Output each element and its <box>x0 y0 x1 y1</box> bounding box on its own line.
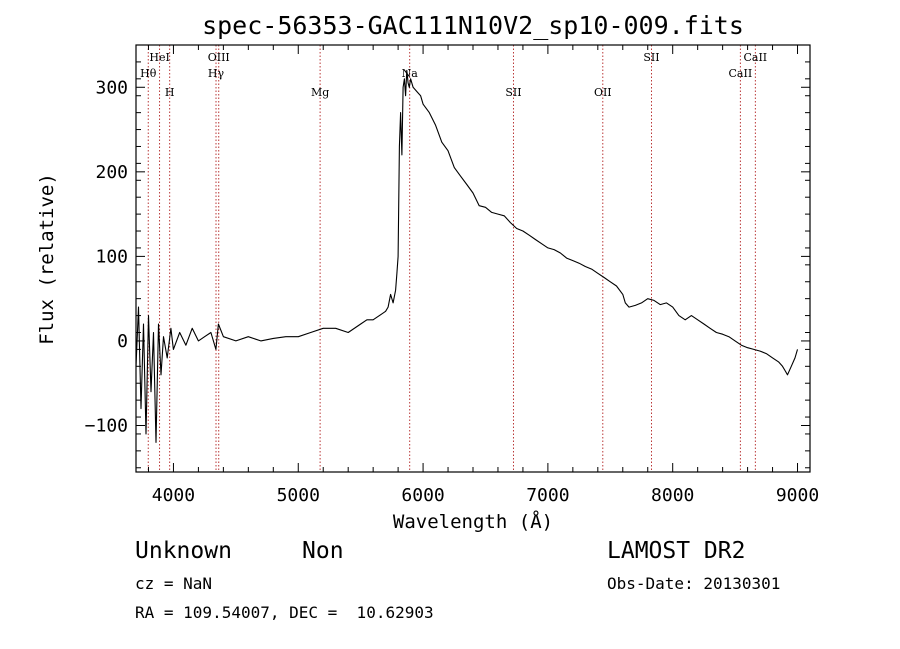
x-tick-label: 7000 <box>526 485 569 506</box>
spectral-line-label: SII <box>643 51 659 64</box>
spectral-line-label: Hθ <box>140 67 157 80</box>
spectral-line-label: CaII <box>743 51 767 64</box>
spectral-line-label: H <box>165 86 175 99</box>
y-tick-label: −100 <box>85 415 128 436</box>
x-tick-label: 5000 <box>277 485 320 506</box>
plot-frame <box>135 44 811 473</box>
y-tick-label: 0 <box>117 331 128 352</box>
x-axis-label: Wavelength (Å) <box>393 510 553 533</box>
object-class: Unknown <box>135 538 232 564</box>
spectral-line-label: Na <box>402 67 419 80</box>
y-tick-label: 300 <box>95 77 128 98</box>
spectral-line-label: OII <box>594 86 612 99</box>
spectral-line-label: SII <box>505 86 521 99</box>
x-tick-label: 4000 <box>152 485 195 506</box>
chart-title: spec-56353-GAC111N10V2_sp10-009.fits <box>202 11 744 40</box>
y-tick-label: 100 <box>95 246 128 267</box>
x-tick-label: 6000 <box>401 485 444 506</box>
ra-dec: RA = 109.54007, DEC = 10.62903 <box>135 603 434 622</box>
x-tick-label: 9000 <box>776 485 819 506</box>
x-axis-ticks: 4000 5000 6000 7000 8000 9000 <box>147 45 819 506</box>
spectral-line-label: CaII <box>729 67 753 80</box>
spectral-line-label: Mg <box>311 86 329 99</box>
spectral-line-label: OIII <box>208 51 230 64</box>
object-subclass: Non <box>302 538 344 564</box>
survey-name: LAMOST DR2 <box>607 538 746 564</box>
spectrum-series-line <box>135 69 799 443</box>
redshift-cz: cz = NaN <box>135 574 213 593</box>
spectrum-chart: spec-56353-GAC111N10V2_sp10-009.fits HθH… <box>36 11 819 533</box>
spectral-line-markers <box>147 45 756 472</box>
obs-date: Obs-Date: 20130301 <box>607 574 781 593</box>
x-tick-label: 8000 <box>651 485 694 506</box>
y-axis-label: Flux (relative) <box>36 173 58 345</box>
spectral-line-label: Hγ <box>208 67 225 80</box>
y-axis-ticks: −100 0 100 200 300 <box>85 61 810 469</box>
y-tick-label: 200 <box>95 162 128 183</box>
spectral-line-labels: Hθ HeI H OIII Hγ Mg Na SII OII SII CaII CaII <box>140 51 767 99</box>
spectral-line-label: HeI <box>149 51 169 64</box>
